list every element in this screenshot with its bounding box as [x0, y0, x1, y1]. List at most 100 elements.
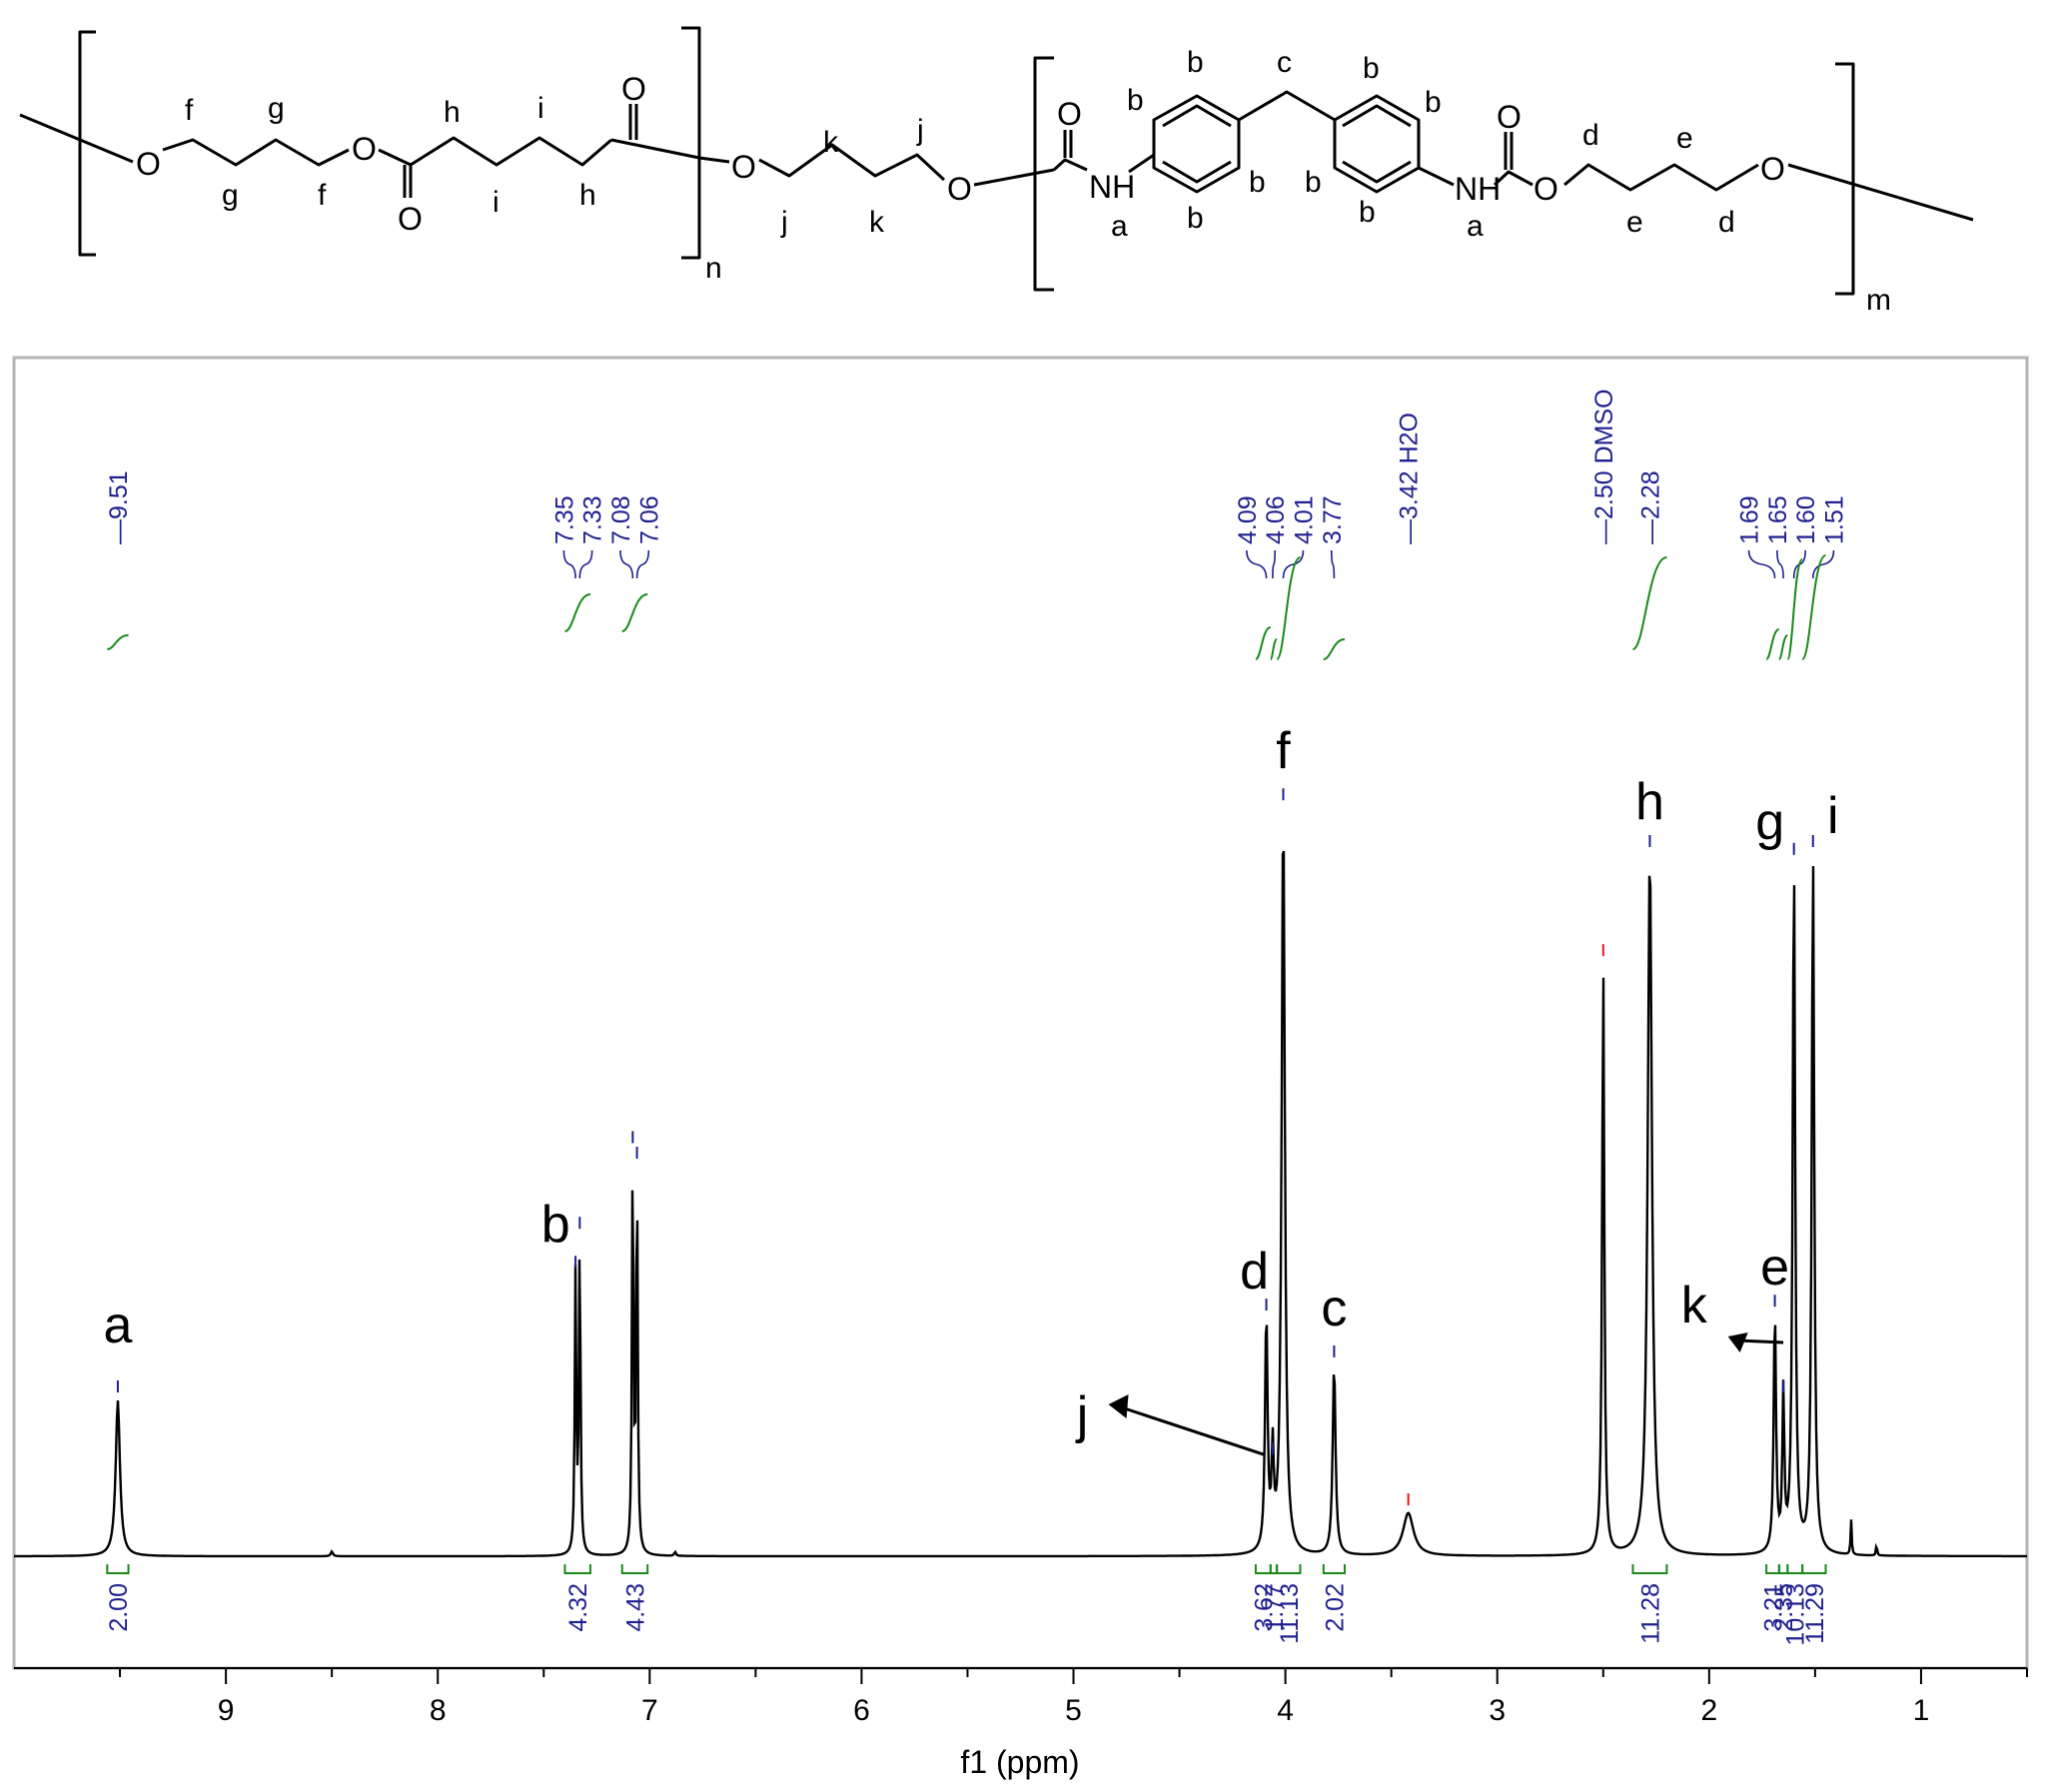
atom-o8: O — [1497, 99, 1522, 135]
h-label: b — [1249, 166, 1266, 199]
h-label: f — [185, 94, 194, 127]
arrowhead-j — [1108, 1394, 1129, 1418]
h-label: h — [444, 96, 461, 129]
integral-curve — [621, 593, 648, 632]
h-label: i — [537, 92, 544, 125]
shift-connector — [1331, 549, 1336, 579]
atom-o9: O — [1534, 171, 1558, 207]
subscript-n: n — [705, 252, 722, 285]
shift-label: 4.01 — [1291, 495, 1319, 544]
integral-value: 3.21 — [1759, 1583, 1787, 1632]
plot-area: 9 8 7 6 5 4 3 2 1 a b f dc j h g i ek —9.51 7.35 7.33 7.08 7.0… — [14, 389, 2028, 1727]
h-label: b — [1425, 86, 1442, 119]
h-label: h — [579, 179, 596, 212]
atom-nh1: NH — [1089, 169, 1135, 205]
integral-value: 1.77 — [1261, 1583, 1289, 1632]
shift-label: 7.35 — [550, 495, 578, 544]
ester-chain — [19, 113, 134, 164]
benzene-ring-1 — [1152, 94, 1241, 194]
shift-connector — [635, 549, 650, 579]
atom-o4: O — [621, 71, 646, 107]
shift-label: 7.06 — [635, 495, 663, 544]
h-label: a — [1467, 210, 1484, 243]
shift-label: 7.08 — [607, 495, 635, 544]
bracket-n-right — [681, 26, 701, 260]
integral-bracket — [1254, 1564, 1272, 1574]
integral-curve — [1801, 554, 1827, 660]
integral-value: 4.43 — [621, 1583, 649, 1632]
integral-value: 4.32 — [564, 1583, 592, 1632]
integral-curve — [1269, 638, 1278, 660]
h-label: b — [1187, 202, 1204, 235]
shift-connector — [1246, 549, 1268, 579]
h-label: j — [780, 206, 788, 239]
shift-connector — [1811, 549, 1835, 579]
x-tick-label: 7 — [641, 1694, 658, 1727]
peak-label-k: k — [1681, 1277, 1708, 1335]
h-label: i — [493, 186, 500, 219]
integral-curve — [1323, 638, 1346, 660]
shift-label: 1.69 — [1736, 495, 1764, 544]
peak-label-e: e — [1760, 1239, 1789, 1297]
integral-curve — [1765, 628, 1780, 660]
shift-label: 1.65 — [1764, 495, 1792, 544]
h-label: b — [1187, 46, 1204, 79]
integral-bracket — [106, 1564, 130, 1574]
h-label: f — [318, 179, 327, 212]
arrow-j — [1118, 1404, 1266, 1456]
integral-value: 2.02 — [1321, 1583, 1349, 1632]
atom-o2: O — [352, 131, 377, 167]
integral-value: 11.28 — [1636, 1583, 1664, 1644]
h-label: b — [1305, 166, 1322, 199]
h-label: e — [1626, 206, 1643, 239]
bracket-m-right — [1835, 62, 1855, 296]
integral-bracket — [1631, 1564, 1668, 1574]
integral-value: 11.29 — [1801, 1583, 1829, 1644]
peak-label-j: j — [1075, 1386, 1089, 1444]
structure-labels: O O O O O O O NH NH O O O n m f g g f h … — [136, 46, 1891, 317]
shift-label: 4.09 — [1234, 495, 1262, 544]
peak-label-c: c — [1321, 1280, 1347, 1338]
h-label: c — [1277, 46, 1292, 79]
integral-curve — [1631, 556, 1667, 650]
shift-connector — [1282, 549, 1305, 579]
atom-o1: O — [136, 146, 161, 182]
plot-frame — [12, 356, 2029, 1670]
shift-connector — [1776, 549, 1784, 579]
x-axis-title: f1 (ppm) — [960, 1744, 1079, 1780]
shift-label: —2.28 — [1636, 470, 1664, 544]
integral-value: 3.62 — [1250, 1583, 1278, 1632]
x-tick-label: 1 — [1913, 1694, 1930, 1727]
peak-label-b: b — [541, 1196, 570, 1254]
h-label: d — [1718, 206, 1735, 239]
h-label: d — [1582, 119, 1599, 152]
atom-o7: O — [1057, 96, 1082, 132]
x-tick-label: 9 — [218, 1694, 235, 1727]
h-label: e — [1676, 122, 1693, 155]
arrowhead-k — [1727, 1333, 1748, 1352]
atom-o3: O — [398, 201, 423, 237]
shift-connector — [1747, 549, 1776, 579]
x-tick-label: 4 — [1277, 1694, 1294, 1727]
h-label: a — [1111, 210, 1128, 243]
atom-o5: O — [731, 149, 756, 185]
integral-bracket — [1322, 1564, 1347, 1574]
integral-curve — [1254, 626, 1272, 660]
integral-bracket — [1765, 1564, 1780, 1574]
integral-bracket — [620, 1564, 649, 1574]
integral-curve — [107, 634, 129, 650]
shift-label: 7.33 — [579, 495, 607, 544]
integral-bracket — [1786, 1564, 1804, 1574]
peak-label-a: a — [103, 1297, 132, 1354]
h-label: k — [823, 126, 839, 159]
shift-label: —2.50 DMSO — [1590, 389, 1618, 544]
integral-value: 2.35 — [1770, 1583, 1798, 1632]
shift-label: 1.51 — [1821, 495, 1849, 544]
shift-label: 3.77 — [1319, 495, 1347, 544]
spectrum-trace — [14, 850, 2027, 1558]
h-label: j — [916, 114, 924, 147]
integral-bracket — [1276, 1564, 1302, 1574]
peak-label-i: i — [1827, 787, 1839, 845]
h-label: k — [869, 206, 885, 239]
